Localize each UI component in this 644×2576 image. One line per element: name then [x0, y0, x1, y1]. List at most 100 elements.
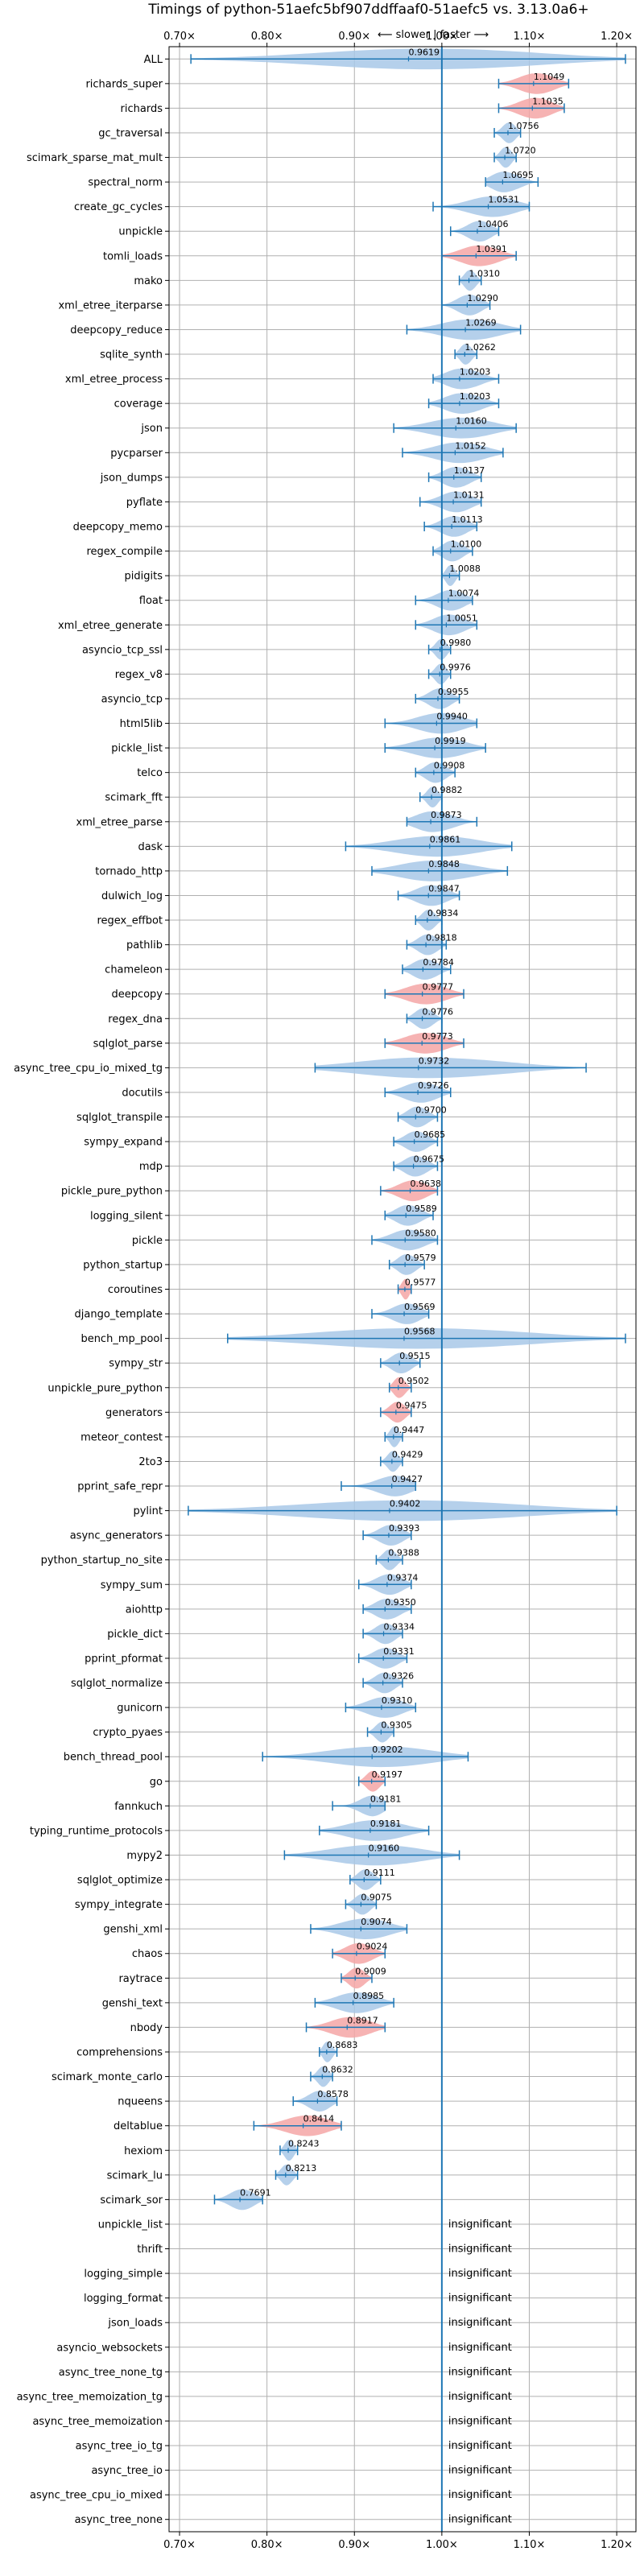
y-tick-label: json	[140, 423, 163, 435]
y-tick-label: deepcopy_reduce	[70, 324, 163, 336]
x-tick-label-bottom: 0.80×	[251, 2539, 283, 2551]
axis-layer: 0.70× 0.70× 0.80× 0.80× 0.90× 0.90× 1.00× 1.00×…	[14, 31, 633, 2551]
value-label: 0.9980	[440, 638, 472, 648]
y-tick-label: deepcopy_memo	[73, 522, 163, 534]
value-label: 0.9181	[370, 1794, 402, 1804]
insignificant-label: insignificant	[448, 2440, 512, 2452]
y-tick-label: asyncio_tcp	[101, 693, 163, 705]
y-tick-label: sympy_integrate	[75, 1899, 163, 1911]
y-tick-label: regex_effbot	[97, 915, 163, 927]
y-tick-label: asyncio_websockets	[56, 2342, 163, 2354]
value-label: 1.0137	[454, 465, 485, 476]
insignificant-label: insignificant	[448, 2244, 512, 2256]
insignificant-label: insignificant	[448, 2317, 512, 2329]
value-label: 0.8917	[347, 2015, 378, 2025]
y-tick-label: genshi_xml	[103, 1924, 163, 1936]
y-tick-label: nqueens	[118, 2096, 163, 2108]
y-tick-label: async_tree_memoization	[32, 2416, 163, 2428]
value-label: 1.0203	[460, 391, 491, 402]
y-tick-label: dask	[138, 841, 163, 853]
value-label: 1.0051	[446, 613, 477, 623]
y-tick-label: tornado_http	[95, 865, 163, 877]
value-label: 0.9374	[387, 1572, 419, 1583]
y-tick-label: unpickle_list	[98, 2219, 163, 2231]
y-tick-label: sqlite_synth	[100, 349, 163, 361]
value-label: 0.9579	[405, 1253, 436, 1263]
y-tick-label: unpickle	[118, 226, 163, 238]
y-tick-label: sqlglot_optimize	[77, 1875, 163, 1887]
y-tick-label: nbody	[130, 2022, 163, 2034]
value-label: 1.1049	[534, 72, 565, 82]
y-tick-label: mypy2	[126, 1850, 163, 1862]
x-tick-label-bottom: 0.90×	[338, 2539, 370, 2551]
y-tick-label: gc_traversal	[98, 127, 163, 139]
value-label: 0.9350	[385, 1597, 416, 1608]
insignificant-label: insignificant	[448, 2219, 512, 2231]
value-label: 1.0756	[508, 121, 539, 131]
insignificant-label: insignificant	[448, 2268, 512, 2280]
y-tick-label: chaos	[132, 1948, 163, 1960]
y-tick-label: fannkuch	[114, 1801, 163, 1813]
y-tick-label: async_tree_io_tg	[76, 2441, 163, 2453]
y-tick-label: asyncio_tcp_ssl	[82, 644, 163, 656]
y-tick-label: typing_runtime_protocols	[30, 1825, 163, 1837]
insignificant-label: insignificant	[448, 2489, 512, 2501]
y-tick-label: regex_v8	[115, 669, 163, 681]
value-label: 0.9940	[436, 712, 468, 722]
value-label: 1.1035	[532, 96, 564, 106]
value-label: 1.0131	[453, 489, 485, 500]
value-label: 1.0203	[460, 367, 491, 378]
value-label: 0.8414	[303, 2114, 335, 2124]
x-tick-label-top: 1.20×	[601, 31, 633, 43]
value-label: 0.9502	[398, 1376, 429, 1386]
y-tick-label: aiohttp	[126, 1604, 163, 1616]
value-label: 0.9326	[383, 1671, 415, 1682]
value-label: 0.9861	[430, 834, 461, 844]
x-tick-label-top: 0.80×	[251, 31, 283, 43]
value-label: 0.9427	[392, 1474, 423, 1484]
insignificant-label: insignificant	[448, 2366, 512, 2378]
y-tick-label: pickle_pure_python	[61, 1186, 163, 1198]
value-label: 0.9310	[382, 1695, 413, 1706]
y-tick-label: xml_etree_parse	[76, 816, 163, 828]
value-label: 0.9955	[438, 687, 469, 697]
y-tick-label: python_startup	[83, 1259, 163, 1271]
x-tick-label-top: 0.70×	[163, 31, 196, 43]
value-label: 0.8578	[317, 2089, 349, 2099]
insignificant-label: insignificant	[448, 2415, 512, 2427]
value-label: 1.0531	[489, 195, 520, 205]
value-label: 1.0310	[469, 268, 501, 279]
y-tick-label: html5lib	[120, 718, 163, 730]
value-label: 0.9447	[394, 1425, 425, 1435]
y-tick-label: ALL	[144, 54, 163, 66]
y-tick-label: xml_etree_generate	[58, 620, 163, 632]
y-tick-label: sqlglot_transpile	[76, 1112, 163, 1124]
value-label: 1.0720	[505, 146, 536, 156]
value-label: 0.8243	[288, 2138, 320, 2149]
value-label: 1.0074	[448, 588, 480, 599]
y-tick-label: create_gc_cycles	[74, 201, 163, 213]
value-label: 0.9732	[419, 1055, 450, 1066]
y-tick-label: deltablue	[114, 2120, 163, 2132]
x-tick-label-bottom: 1.00×	[426, 2539, 458, 2551]
y-tick-label: pickle_list	[111, 743, 163, 755]
x-tick-label-top: 0.90×	[338, 31, 370, 43]
y-tick-label: richards_super	[85, 78, 163, 90]
value-label: 0.9685	[415, 1129, 446, 1140]
x-tick-label-bottom: 0.70×	[163, 2539, 196, 2551]
y-tick-label: scimark_sor	[100, 2194, 163, 2207]
value-label: 0.7691	[240, 2187, 271, 2198]
value-label: 1.0406	[477, 219, 509, 229]
x-tick-label-top: 1.10×	[514, 31, 546, 43]
value-label: 0.8683	[327, 2040, 358, 2050]
y-tick-label: async_tree_io	[91, 2465, 163, 2477]
y-tick-label: logging_simple	[84, 2268, 163, 2281]
value-label: 0.9402	[390, 1499, 420, 1509]
y-tick-label: deepcopy	[111, 989, 163, 1001]
y-tick-label: pylint	[133, 1505, 163, 1517]
y-tick-label: raytrace	[118, 1973, 163, 1985]
value-label: 0.9847	[428, 883, 460, 894]
y-tick-label: bench_thread_pool	[64, 1752, 163, 1764]
y-tick-label: meteor_contest	[80, 1431, 163, 1443]
y-tick-label: 2to3	[138, 1456, 163, 1468]
